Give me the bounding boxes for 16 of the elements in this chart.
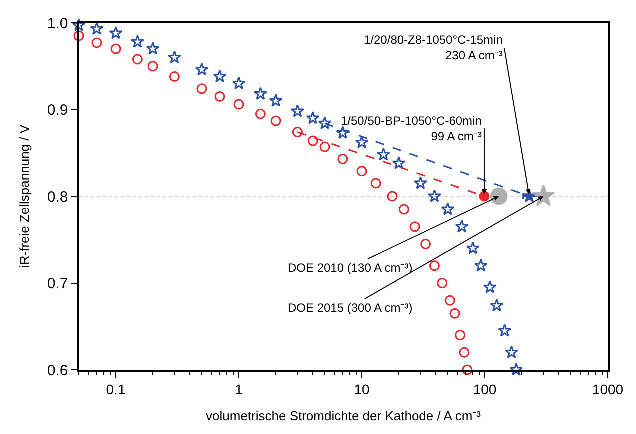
- annotation: 1/50/50-BP-1050°C-60min 99 A cm⁻³: [341, 114, 482, 144]
- x-tick-label: 100: [473, 382, 497, 398]
- y-tick-label: 1.0: [47, 15, 68, 32]
- annotation: DOE 2010 (130 A cm⁻³): [288, 261, 413, 275]
- y-tick-label: 0.6: [47, 362, 68, 380]
- y-tick-label: 0.8: [47, 188, 68, 206]
- y-axis-title: iR-freie Zellspannung / V: [16, 124, 32, 268]
- annotation: DOE 2015 (300 A cm⁻³): [288, 301, 413, 315]
- x-tick-label: 1: [235, 382, 244, 398]
- y-tick-label: 0.9: [47, 102, 68, 119]
- x-tick-label: 0.1: [106, 382, 126, 398]
- x-tick-label: 10: [354, 382, 370, 398]
- annotation: 1/20/80-Z8-1050°C-15min 230 A cm⁻³: [364, 33, 503, 63]
- x-axis-title: volumetrische Stromdichte der Kathode / A cm⁻³: [206, 408, 482, 424]
- y-tick-label: 0.7: [47, 276, 68, 292]
- x-tick-label: 1000: [592, 382, 624, 398]
